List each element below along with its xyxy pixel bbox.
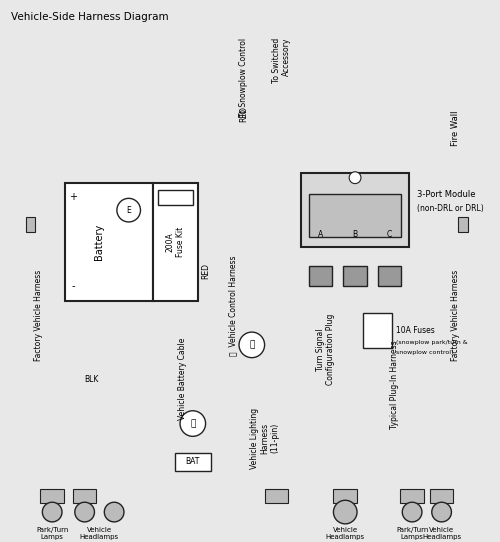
FancyBboxPatch shape — [65, 183, 154, 301]
Text: E: E — [126, 205, 131, 215]
FancyBboxPatch shape — [309, 195, 402, 237]
Circle shape — [334, 500, 357, 524]
Text: To Switched
Accessory: To Switched Accessory — [272, 38, 291, 83]
Text: Ⓑ: Ⓑ — [249, 340, 254, 350]
Circle shape — [75, 502, 94, 522]
FancyBboxPatch shape — [73, 489, 96, 503]
Text: Factory Vehicle Harness: Factory Vehicle Harness — [451, 270, 460, 361]
Text: Ⓑ  Vehicle Control Harness: Ⓑ Vehicle Control Harness — [228, 255, 237, 356]
Text: (snowplow park/turn &: (snowplow park/turn & — [396, 340, 468, 345]
FancyBboxPatch shape — [334, 489, 357, 503]
FancyBboxPatch shape — [430, 489, 454, 503]
FancyBboxPatch shape — [301, 173, 409, 247]
Text: Factory Vehicle Harness: Factory Vehicle Harness — [34, 270, 43, 361]
Text: To Snowplow Control: To Snowplow Control — [239, 38, 248, 117]
Circle shape — [239, 332, 264, 358]
Text: Vehicle
Headlamps: Vehicle Headlamps — [422, 527, 461, 540]
Text: 10A Fuses: 10A Fuses — [396, 326, 435, 334]
Text: Battery: Battery — [94, 223, 104, 260]
FancyBboxPatch shape — [264, 489, 288, 503]
Text: (non-DRL or DRL): (non-DRL or DRL) — [417, 204, 484, 212]
FancyBboxPatch shape — [458, 217, 468, 232]
Text: BAT: BAT — [186, 457, 200, 467]
Text: A: A — [318, 230, 324, 239]
Text: 200A
Fuse Kit: 200A Fuse Kit — [166, 227, 186, 257]
FancyBboxPatch shape — [344, 266, 367, 286]
Text: +: + — [69, 192, 77, 202]
FancyBboxPatch shape — [154, 183, 198, 301]
FancyBboxPatch shape — [400, 489, 424, 503]
Text: Ⓐ: Ⓐ — [190, 419, 196, 428]
Circle shape — [432, 502, 452, 522]
Text: Vehicle Battery Cable: Vehicle Battery Cable — [178, 338, 188, 421]
Text: -: - — [71, 281, 74, 291]
FancyBboxPatch shape — [378, 266, 402, 286]
Text: C: C — [387, 230, 392, 239]
Text: B: B — [352, 230, 358, 239]
FancyBboxPatch shape — [158, 190, 193, 205]
Text: Park/Turn
Lamps: Park/Turn Lamps — [36, 527, 68, 540]
Text: Typical Plug-In Harness: Typical Plug-In Harness — [390, 340, 399, 429]
FancyBboxPatch shape — [175, 453, 210, 471]
Text: Fire Wall: Fire Wall — [451, 111, 460, 146]
Text: Vehicle Lighting
Harness
(11-pin): Vehicle Lighting Harness (11-pin) — [250, 408, 280, 469]
Text: RED: RED — [240, 106, 248, 122]
Circle shape — [402, 502, 422, 522]
Text: RED: RED — [201, 263, 210, 279]
Circle shape — [117, 198, 140, 222]
Text: 3-Port Module: 3-Port Module — [417, 190, 476, 199]
FancyBboxPatch shape — [26, 217, 36, 232]
FancyBboxPatch shape — [309, 266, 332, 286]
Text: Vehicle-Side Harness Diagram: Vehicle-Side Harness Diagram — [11, 12, 168, 23]
Text: snowplow control): snowplow control) — [396, 350, 454, 355]
Circle shape — [349, 172, 361, 184]
Text: Vehicle
Headlamps: Vehicle Headlamps — [326, 527, 365, 540]
Circle shape — [104, 502, 124, 522]
FancyBboxPatch shape — [6, 5, 488, 529]
Text: BLK: BLK — [84, 375, 98, 384]
Text: Turn Signal
Configuration Plug: Turn Signal Configuration Plug — [316, 314, 336, 385]
FancyBboxPatch shape — [40, 489, 64, 503]
FancyBboxPatch shape — [363, 313, 392, 348]
Circle shape — [42, 502, 62, 522]
Text: Vehicle
Headlamps: Vehicle Headlamps — [80, 527, 119, 540]
Text: Park/Turn
Lamps: Park/Turn Lamps — [396, 527, 428, 540]
Circle shape — [180, 411, 206, 436]
